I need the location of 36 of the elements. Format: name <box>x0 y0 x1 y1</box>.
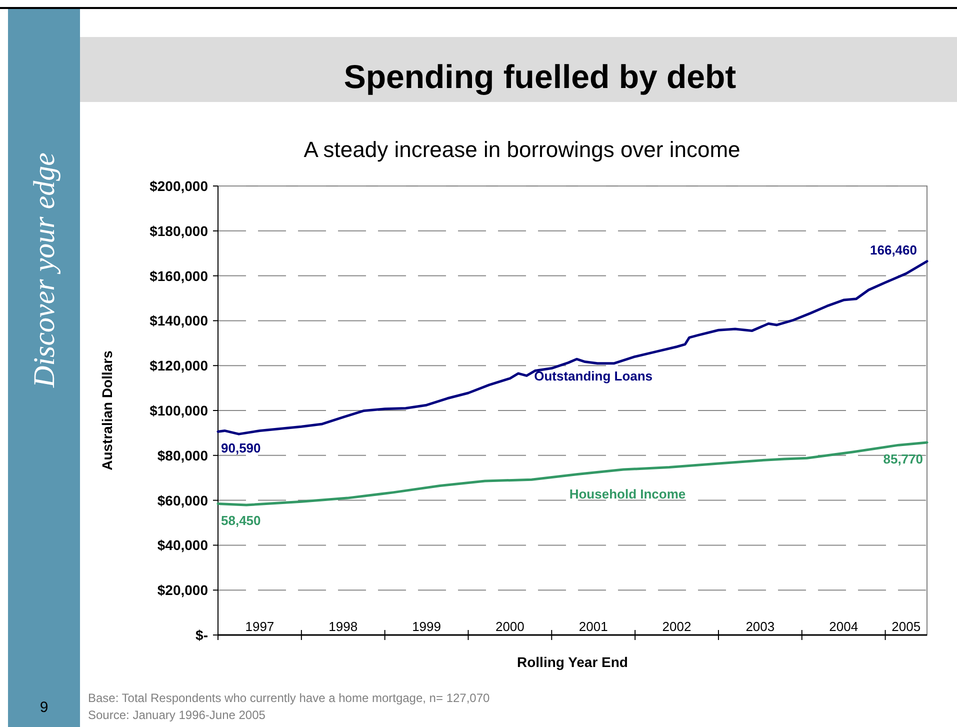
y-tick-label: $140,000 <box>150 312 208 329</box>
line-series <box>216 441 928 506</box>
source-note: Source: January 1996-June 2005 <box>88 708 266 722</box>
data-label: 58,450 <box>221 512 261 528</box>
x-axis-title: Rolling Year End <box>517 654 628 670</box>
y-tick-label: $180,000 <box>150 222 208 239</box>
y-axis-title: Australian Dollars <box>99 350 115 470</box>
series-label: Household Income <box>569 486 686 502</box>
y-tick-label: $40,000 <box>157 537 208 554</box>
y-tick-label: $160,000 <box>150 268 208 284</box>
line-series <box>216 260 928 436</box>
x-tick-label: 2005 <box>892 619 921 634</box>
series-label: Outstanding Loans <box>534 368 653 384</box>
x-tick-label: 1997 <box>245 619 274 634</box>
y-tick-label: $200,000 <box>150 178 208 194</box>
y-tick-label: $20,000 <box>157 582 208 598</box>
y-tick-label: $120,000 <box>150 358 208 374</box>
x-tick-label: 2004 <box>829 619 858 634</box>
x-tick-label: 2003 <box>746 619 775 634</box>
text: Base: Total Respondents who currently have a home mortgage, n= 127,070 <box>88 691 490 705</box>
x-tick-label: 2001 <box>578 619 608 634</box>
text: Discover your edge <box>28 152 61 388</box>
y-tick-label: $60,000 <box>157 492 208 508</box>
data-label: 90,590 <box>221 440 261 456</box>
chart-title: Spending fuelled by debt <box>344 58 736 95</box>
chart-subtitle: A steady increase in borrowings over income <box>304 137 740 162</box>
text: 9 <box>40 699 48 716</box>
y-tick-label: $80,000 <box>157 447 208 464</box>
x-tick-label: 2002 <box>662 619 692 634</box>
x-tick-label: 1998 <box>328 619 358 634</box>
x-tick-label: 1999 <box>412 619 441 634</box>
data-label: 85,770 <box>883 451 923 466</box>
data-label: 166,460 <box>870 242 917 258</box>
y-tick-label: $- <box>196 627 208 643</box>
y-tick-label: $100,000 <box>150 402 208 418</box>
x-tick-label: 2000 <box>495 619 524 634</box>
